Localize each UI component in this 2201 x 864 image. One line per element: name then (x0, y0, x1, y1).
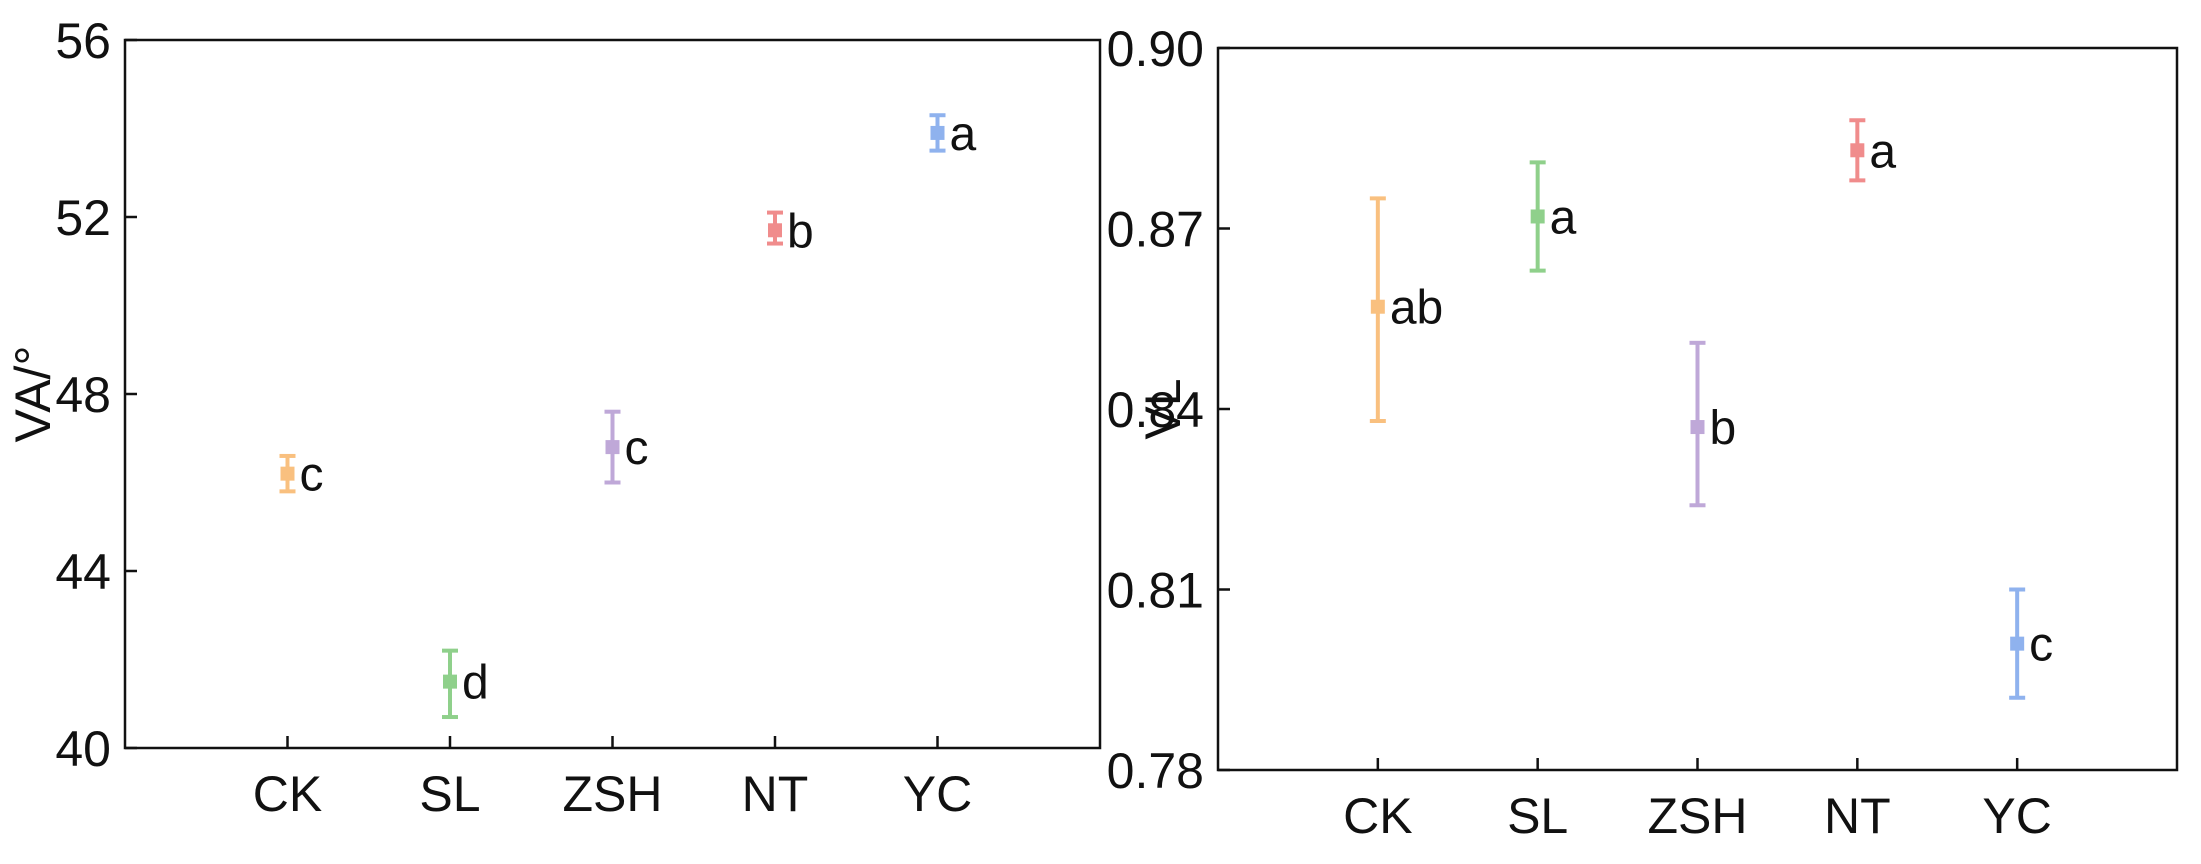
va-y-tick-label: 56 (55, 13, 111, 69)
vl-x-tick-label: YC (1982, 788, 2051, 844)
vl-x-tick-label: NT (1824, 788, 1891, 844)
vl-significance-label: a (1869, 125, 1896, 178)
vl-y-tick-label: 0.81 (1107, 563, 1204, 619)
va-y-tick-label: 48 (55, 367, 111, 423)
va-y-axis-label: VA/° (5, 346, 61, 443)
va-data-point (605, 440, 620, 455)
va-data-point (768, 223, 782, 238)
va-y-tick-label: 40 (55, 721, 111, 777)
va-x-tick-label: NT (742, 766, 809, 822)
va-y-tick-label: 44 (55, 544, 111, 600)
vl-y-tick-label: 0.84 (1107, 382, 1204, 438)
va-x-tick-label: SL (419, 766, 480, 822)
vl-y-tick-label: 0.78 (1107, 743, 1204, 799)
va-data-point (930, 125, 945, 140)
vl-significance-label: b (1710, 402, 1737, 455)
vl-significance-label: c (2029, 619, 2053, 672)
va-x-tick-label: YC (903, 766, 972, 822)
va-data-point (280, 466, 295, 481)
vl-data-point (1850, 143, 1865, 158)
va-y-tick-label: 52 (55, 190, 111, 246)
vl-x-tick-label: CK (1343, 788, 1412, 844)
va-significance-label: c (625, 422, 649, 475)
vl-data-point (1690, 420, 1705, 435)
vl-significance-label: ab (1390, 282, 1443, 335)
vl-data-point (1530, 209, 1545, 224)
va-significance-label: a (950, 108, 977, 161)
va-significance-label: d (462, 657, 489, 710)
vl-y-tick-label: 0.87 (1107, 202, 1204, 258)
va-data-point (443, 674, 457, 689)
va-x-tick-label: ZSH (563, 766, 663, 822)
vl-y-axis-label: VL (1135, 378, 1191, 439)
vl-data-point (1370, 299, 1385, 314)
vl-x-tick-label: ZSH (1648, 788, 1748, 844)
va-panel: 40 44 48 52 56 CK SL ZSH NT YC VA/° c d c b a (5, 13, 1102, 822)
vl-x-tick-label: SL (1507, 788, 1568, 844)
vl-y-tick-label: 0.90 (1107, 21, 1204, 77)
va-significance-label: c (300, 449, 324, 502)
va-x-tick-label: CK (253, 766, 322, 822)
va-significance-label: b (787, 205, 814, 258)
vl-data-point (2010, 636, 2025, 651)
vl-significance-label: a (1550, 191, 1577, 244)
